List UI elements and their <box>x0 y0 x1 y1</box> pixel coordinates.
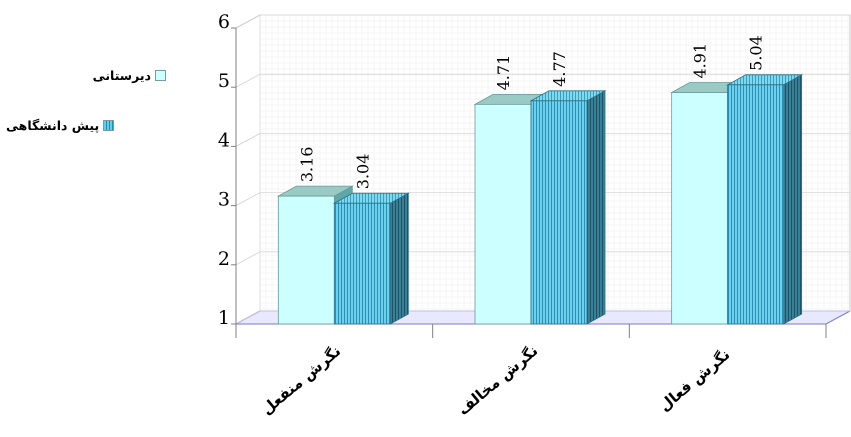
legend: دیرستانی پیش دانشگاهی <box>6 64 166 164</box>
bar-s2-c1 <box>333 202 391 325</box>
legend-item-series-2: پیش دانشگاهی <box>6 114 166 136</box>
y-axis: 1 2 3 4 5 6 <box>218 11 827 338</box>
grid-line-major-side <box>235 133 261 147</box>
y-tick-label-2: 2 <box>218 248 230 270</box>
bar-s1-c1 <box>277 195 335 325</box>
data-label-s1-c2: 4.71 <box>494 55 513 91</box>
grid-line-major-side <box>235 192 261 206</box>
legend-label-series-2: پیش دانشگاهی <box>6 117 100 133</box>
data-label-s1-c3: 4.91 <box>691 43 710 79</box>
x-category-label-2: نگرش مخالف <box>454 342 541 419</box>
data-label-s2-c3: 5.04 <box>747 35 766 71</box>
y-tick-label-3: 3 <box>218 189 230 211</box>
legend-label-series-1: دیرستانی <box>92 67 151 83</box>
y-tick-label-5: 5 <box>218 70 230 92</box>
y-tick-label-4: 4 <box>218 129 230 151</box>
grid-line-major-side <box>235 14 261 29</box>
data-label-s1-c1: 3.16 <box>297 147 316 183</box>
bar-s1-c3 <box>671 92 729 325</box>
bar-side-s2-c1 <box>389 192 409 325</box>
side-wall <box>235 14 261 325</box>
bar-side-s2-c3 <box>783 74 803 325</box>
data-label-s2-c2: 4.77 <box>550 51 569 87</box>
y-tick-label-6: 6 <box>218 11 230 33</box>
x-axis-labels: نگرش منفعل نگرش مخالف نگرش فعال <box>258 342 733 419</box>
grid-line-major-side <box>235 251 261 266</box>
y-tick-label-1: 1 <box>218 307 230 329</box>
grid-line-major-side <box>235 310 261 325</box>
bar-s2-c3 <box>727 84 785 325</box>
bar-s1-c2 <box>474 103 532 325</box>
x-category-label-1: نگرش منفعل <box>258 342 344 419</box>
legend-swatch-series-2 <box>103 119 115 131</box>
grid-line-major-side <box>235 73 261 88</box>
data-labels: 3.16 3.04 4.71 4.77 4.91 5.04 <box>297 35 765 189</box>
legend-item-series-1: دیرستانی <box>6 64 166 86</box>
data-label-s2-c1: 3.04 <box>353 154 372 190</box>
bars <box>276 74 804 325</box>
bar-s2-c2 <box>530 100 588 325</box>
x-category-label-3: نگرش فعال <box>656 345 734 414</box>
legend-swatch-series-1 <box>155 69 166 81</box>
bar-side-s2-c2 <box>586 90 606 325</box>
